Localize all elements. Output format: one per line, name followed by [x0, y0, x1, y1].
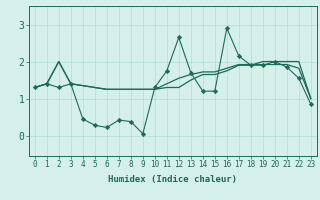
X-axis label: Humidex (Indice chaleur): Humidex (Indice chaleur) [108, 175, 237, 184]
